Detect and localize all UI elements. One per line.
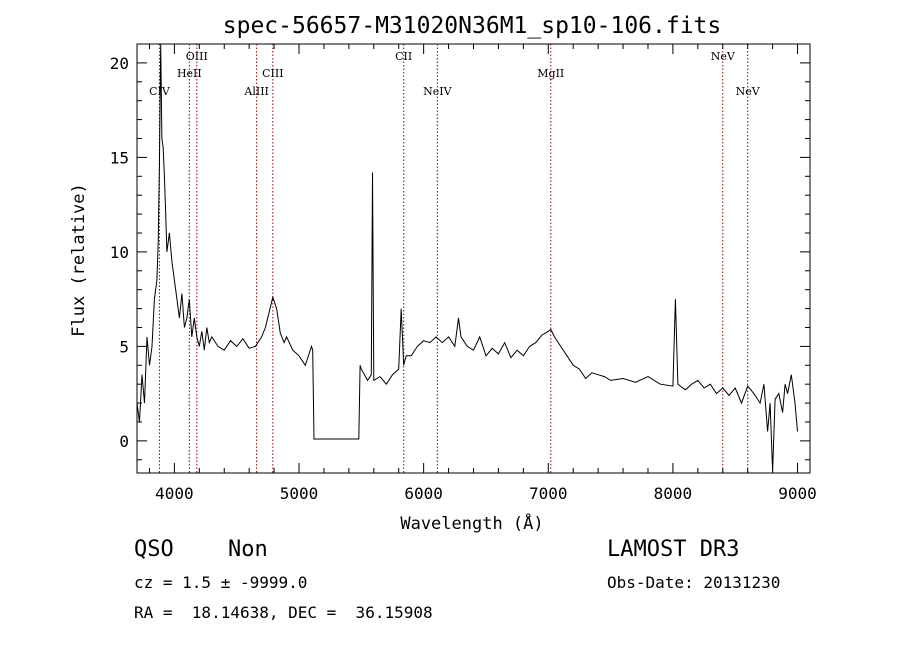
object-subclass: Non xyxy=(228,537,268,562)
emission-line-label: NeIV xyxy=(423,85,452,98)
redshift-readout: cz = 1.5 ± -9999.0 xyxy=(134,573,308,592)
plot-frame xyxy=(136,43,811,474)
x-tick-label: 6000 xyxy=(404,484,443,503)
y-tick-label: 15 xyxy=(110,148,129,167)
x-tick-label: 8000 xyxy=(654,484,693,503)
chart-title: spec-56657-M31020N36M1_sp10-106.fits xyxy=(223,13,722,39)
y-axis-label: Flux (relative) xyxy=(69,183,89,337)
axis-ticks: 4000 5000 6000 7000 8000 9000 0 5 10 15 20 xyxy=(110,43,817,503)
y-tick-label: 5 xyxy=(119,337,129,356)
emission-line-label: NeV xyxy=(711,50,736,63)
y-tick-label: 0 xyxy=(119,432,129,451)
emission-line-label: MgII xyxy=(537,67,564,80)
emission-line-label: CII xyxy=(395,50,412,63)
x-tick-label: 4000 xyxy=(155,484,194,503)
survey-name: LAMOST DR3 xyxy=(607,537,740,562)
x-tick-label: 9000 xyxy=(778,484,817,503)
y-tick-label: 20 xyxy=(110,54,129,73)
emission-line-label: AlIII xyxy=(243,85,269,98)
x-axis-label: Wavelength (Å) xyxy=(400,512,543,534)
x-tick-label: 5000 xyxy=(280,484,319,503)
obs-date: Obs-Date: 20131230 xyxy=(607,573,781,592)
y-tick-label: 10 xyxy=(110,243,129,262)
emission-line-label: NeV xyxy=(736,85,761,98)
spectrum-series xyxy=(137,44,798,472)
emission-line-label: HeII xyxy=(177,67,202,80)
emission-line-label: OIII xyxy=(186,50,208,63)
spectrum-line xyxy=(137,44,798,472)
coordinates: RA = 18.14638, DEC = 36.15908 xyxy=(134,603,433,622)
x-tick-label: 7000 xyxy=(529,484,568,503)
emission-line-label: CIII xyxy=(262,67,283,80)
object-class: QSO xyxy=(134,537,174,562)
